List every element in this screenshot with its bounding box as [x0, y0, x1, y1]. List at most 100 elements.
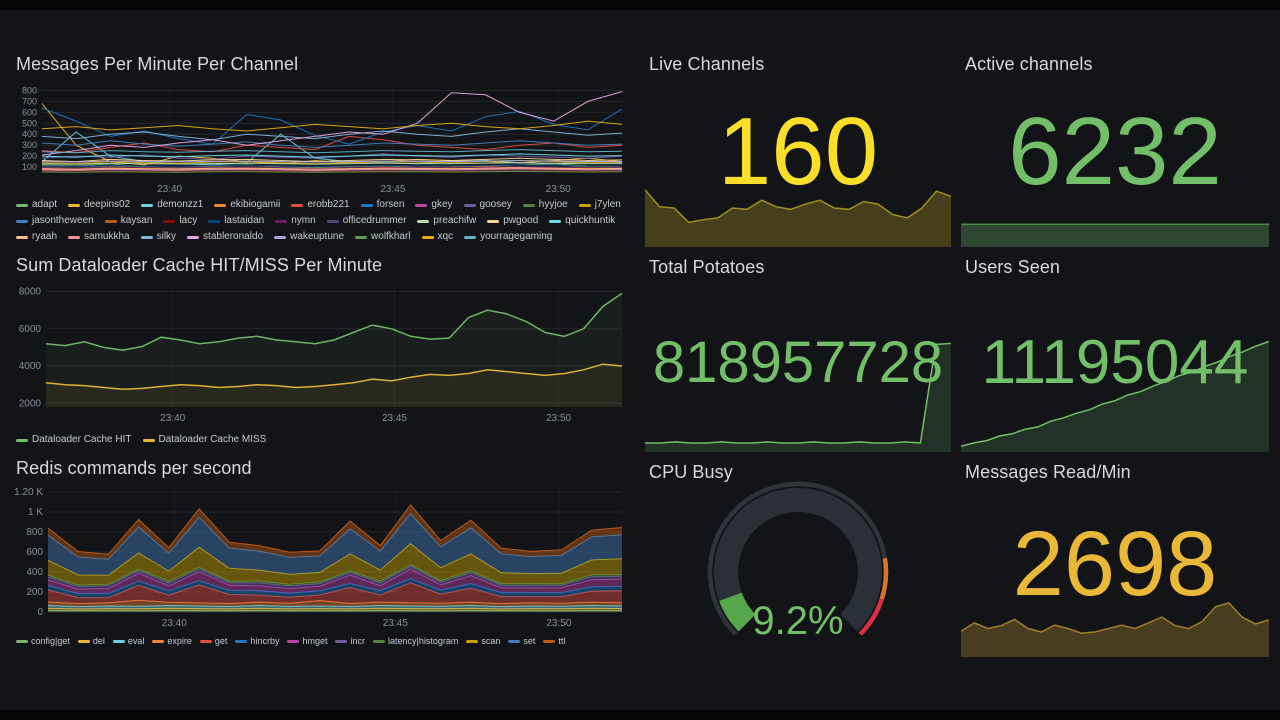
- legend-swatch: [214, 203, 227, 207]
- redis-chart[interactable]: 1.20 K 1 K 800 600 400 200 0 23:40 23:45 23:50: [8, 484, 628, 630]
- legend-item-adapt[interactable]: adapt: [16, 198, 57, 212]
- legend-item-demonzz1[interactable]: demonzz1: [141, 198, 203, 212]
- panel-title-redis[interactable]: Redis commands per second: [16, 458, 252, 478]
- panel-title-live-channels[interactable]: Live Channels: [649, 54, 765, 74]
- panel-title-dataloader[interactable]: Sum Dataloader Cache HIT/MISS Per Minute: [16, 255, 383, 275]
- legend-swatch: [16, 438, 28, 442]
- legend-item-scan[interactable]: scan: [466, 634, 500, 648]
- legend-label: gkey: [431, 199, 453, 210]
- legend-item-ttl[interactable]: ttl: [543, 634, 565, 648]
- legend-item-j7ylen[interactable]: j7ylen: [578, 198, 621, 212]
- legend-swatch: [287, 639, 300, 643]
- panel-active-channels: Active channels 6232: [961, 44, 1269, 247]
- legend-label: Dataloader Cache HIT: [32, 434, 132, 445]
- legend-swatch: [549, 219, 562, 223]
- live-channels-sparkline: [645, 189, 951, 247]
- legend-item-incr[interactable]: incr: [335, 634, 365, 648]
- panel-title-total-potatoes[interactable]: Total Potatoes: [649, 257, 765, 277]
- legend-item-quickhuntik[interactable]: quickhuntik: [549, 214, 615, 228]
- legend-swatch: [508, 639, 521, 643]
- legend-item-ryaah[interactable]: ryaah: [16, 230, 57, 244]
- legend-item-silky[interactable]: silky: [140, 230, 176, 244]
- legend-label: goosey: [479, 199, 512, 210]
- panel-title-active-channels[interactable]: Active channels: [965, 54, 1093, 74]
- area-scan: [48, 543, 622, 585]
- active-channels-sparkline: [961, 223, 1269, 247]
- legend-swatch: [463, 203, 476, 207]
- panel-redis: Redis commands per second 1.20 K 1 K 800 60…: [8, 450, 628, 665]
- legend-item-get[interactable]: get: [199, 634, 227, 648]
- sparkline-area: [961, 224, 1269, 247]
- legend-item-goosey[interactable]: goosey: [463, 198, 512, 212]
- legend-item-wolfkharl[interactable]: wolfkharl: [355, 230, 411, 244]
- legend-item-nymn[interactable]: nymn: [275, 214, 316, 228]
- panel-total-potatoes: Total Potatoes 818957728: [645, 247, 951, 455]
- legend-item-expire[interactable]: expire: [152, 634, 192, 648]
- users-seen-value: 11195044: [981, 328, 1249, 397]
- y-tick-label: 800: [26, 527, 43, 538]
- legend-item-hmget[interactable]: hmget: [287, 634, 327, 648]
- legend-label: incr: [350, 636, 365, 646]
- y-tick-label: 400: [22, 129, 37, 139]
- legend-item-Dataloader Cache HIT[interactable]: Dataloader Cache HIT: [16, 433, 132, 447]
- panel-title-users-seen[interactable]: Users Seen: [965, 257, 1061, 277]
- legend-item-config|get[interactable]: config|get: [16, 634, 70, 648]
- panel-title-messages-read[interactable]: Messages Read/Min: [965, 462, 1131, 482]
- legend-swatch: [417, 219, 430, 223]
- y-tick-label: 300: [22, 140, 37, 150]
- legend-item-kaysan[interactable]: kaysan: [104, 214, 153, 228]
- sparkline-line: [961, 602, 1269, 634]
- x-tick-label: 23:50: [546, 618, 571, 629]
- legend-swatch: [291, 203, 304, 207]
- legend-item-eval[interactable]: eval: [112, 634, 144, 648]
- series-set: [47, 512, 623, 560]
- legend-label: wakeuptune: [290, 231, 345, 242]
- legend-item-ekibiogamii[interactable]: ekibiogamii: [214, 198, 280, 212]
- legend-label: kaysan: [120, 215, 153, 226]
- legend-item-hyyjoe[interactable]: hyyjoe: [522, 198, 568, 212]
- y-tick-label: 0: [37, 607, 43, 618]
- series-expire: [47, 599, 623, 605]
- legend-item-lastaidan[interactable]: lastaidan: [208, 214, 264, 228]
- legend-swatch: [152, 639, 165, 643]
- x-tick-label: 23:40: [162, 618, 187, 629]
- legend-swatch: [578, 203, 591, 207]
- legend-item-erobb221[interactable]: erobb221: [291, 198, 350, 212]
- legend-item-stableronaldo[interactable]: stableronaldo: [187, 230, 263, 244]
- legend-item-xqc[interactable]: xqc: [421, 230, 453, 244]
- sparkline-area: [645, 189, 951, 247]
- series-nymn: [41, 165, 623, 169]
- legend-item-forsen[interactable]: forsen: [360, 198, 404, 212]
- y-tick-label: 1.20 K: [14, 487, 43, 498]
- legend-item-preachifw[interactable]: preachifw: [417, 214, 476, 228]
- legend-swatch: [68, 235, 81, 239]
- letterbox-top: [0, 0, 1280, 10]
- legend-item-latency|histogram[interactable]: latency|histogram: [372, 634, 458, 648]
- legend-item-Dataloader Cache MISS[interactable]: Dataloader Cache MISS: [142, 433, 266, 447]
- series-ttl: [47, 504, 623, 555]
- legend-item-yourragegaming[interactable]: yourragegaming: [464, 230, 552, 244]
- legend-swatch: [16, 203, 28, 207]
- y-tick-label: 600: [22, 107, 37, 117]
- legend-item-hincrby[interactable]: hincrby: [235, 634, 279, 648]
- panel-title-messages[interactable]: Messages Per Minute Per Channel: [16, 54, 299, 74]
- dataloader-legend: Dataloader Cache HIT Dataloader Cache MIS…: [16, 433, 626, 447]
- legend-swatch: [142, 438, 155, 442]
- legend-item-jasontheween[interactable]: jasontheween: [16, 214, 94, 228]
- legend-item-wakeuptune[interactable]: wakeuptune: [274, 230, 344, 244]
- y-tick-label: 700: [22, 96, 37, 106]
- legend-item-samukkha[interactable]: samukkha: [68, 230, 130, 244]
- legend-item-set[interactable]: set: [508, 634, 535, 648]
- legend-item-officedrummer[interactable]: officedrummer: [326, 214, 406, 228]
- dataloader-chart[interactable]: 8000 6000 4000 2000 23:40 23:45 23:50: [8, 283, 628, 425]
- legend-item-pwgood[interactable]: pwgood: [487, 214, 538, 228]
- legend-item-deepins02[interactable]: deepins02: [68, 198, 130, 212]
- legend-item-gkey[interactable]: gkey: [415, 198, 453, 212]
- panel-title-cpu-busy[interactable]: CPU Busy: [649, 462, 733, 482]
- legend-label: stableronaldo: [203, 231, 264, 242]
- legend-item-lacy[interactable]: lacy: [163, 214, 197, 228]
- legend-label: scan: [481, 636, 501, 646]
- legend-swatch: [141, 203, 154, 207]
- legend-item-del[interactable]: del: [77, 634, 105, 648]
